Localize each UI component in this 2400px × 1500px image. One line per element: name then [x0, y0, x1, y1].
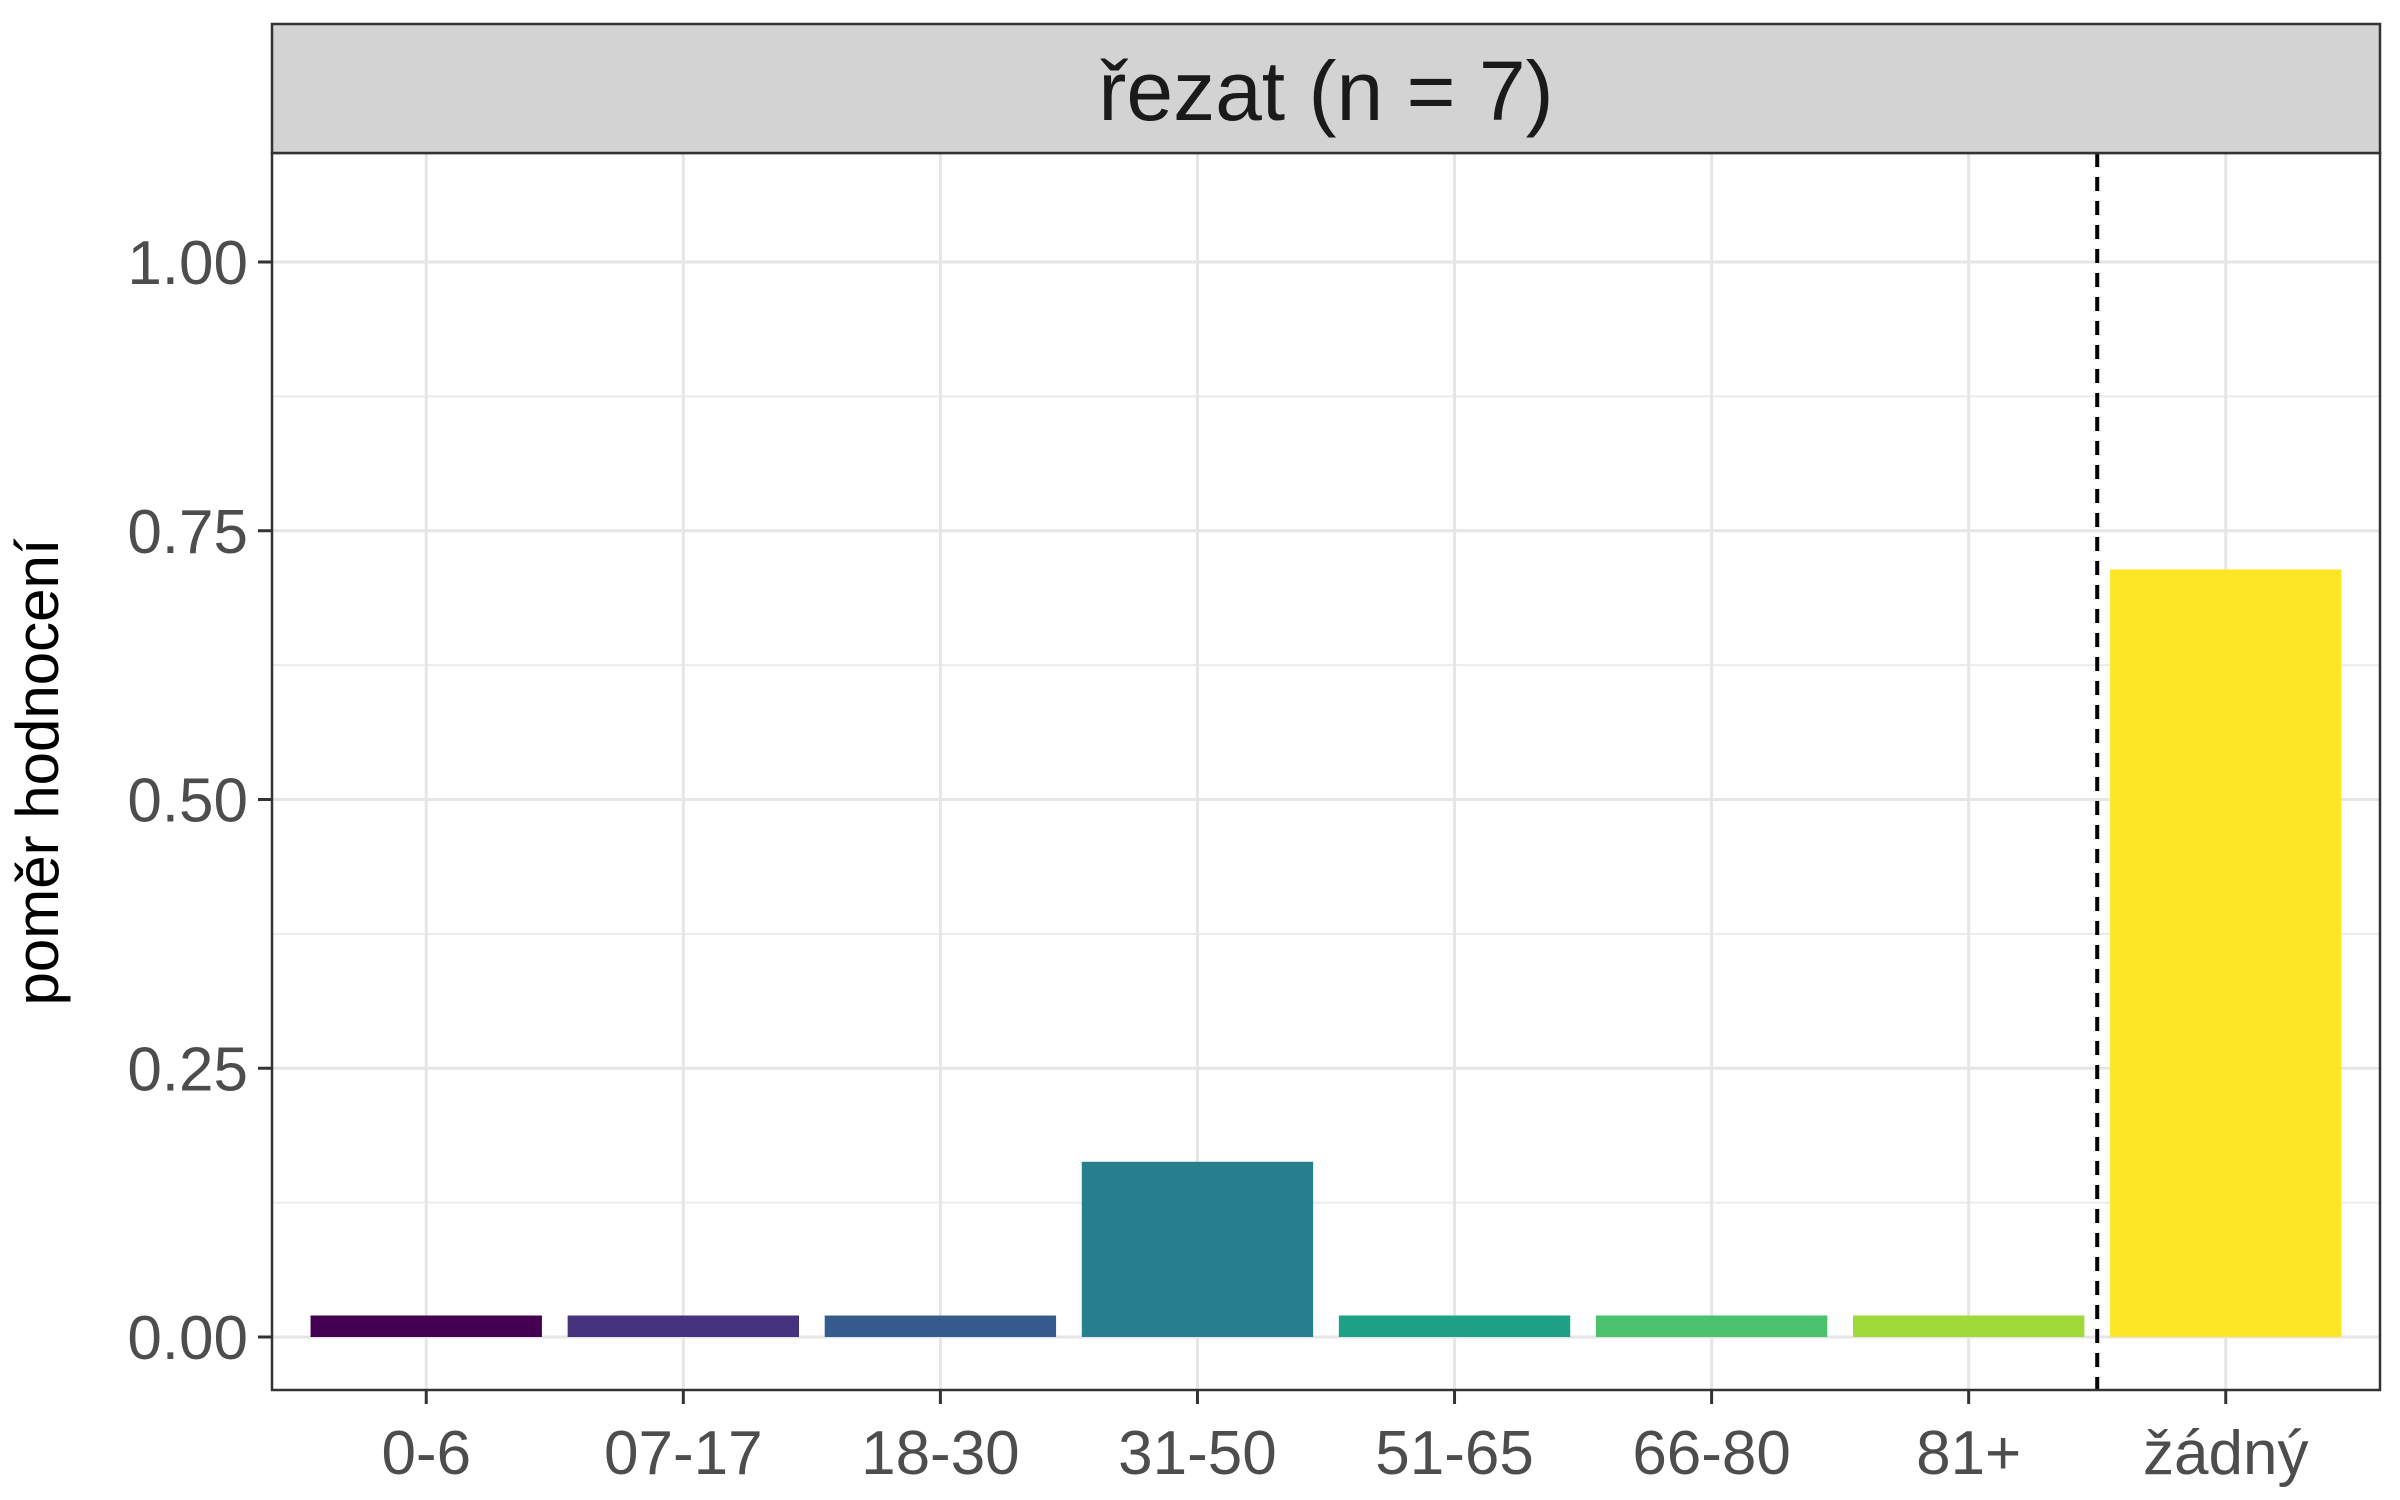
facet-title: řezat (n = 7) [1098, 44, 1553, 138]
x-axis: 0-6 07-17 18-30 31-50 51-65 66-80 81+ žádný [381, 1390, 2308, 1488]
bar-18-30 [824, 1315, 1057, 1337]
y-tick-label: 0.25 [127, 1035, 248, 1104]
x-tick-label: 0-6 [381, 1419, 471, 1488]
y-tick-label: 0.00 [127, 1304, 248, 1373]
x-tick-label: 51-65 [1375, 1419, 1534, 1488]
bar-51-65 [1338, 1315, 1571, 1337]
x-tick-label: 31-50 [1118, 1419, 1277, 1488]
plot-panel-background [272, 153, 2380, 1390]
y-axis: 0.00 0.25 0.50 0.75 1.00 [127, 229, 272, 1373]
bars [310, 569, 2342, 1337]
bar-0-6 [310, 1315, 542, 1337]
bar-žádný [2110, 569, 2342, 1337]
x-tick-label: 81+ [1916, 1419, 2021, 1488]
x-tick-label: 07-17 [604, 1419, 763, 1488]
x-tick-label: žádný [2143, 1419, 2308, 1488]
bar-66-80 [1595, 1315, 1828, 1337]
grid-minor [272, 395, 2380, 1204]
y-tick-label: 0.75 [127, 498, 248, 567]
bar-07-17 [567, 1315, 799, 1337]
y-tick-label: 1.00 [127, 229, 248, 298]
facet-strip [270, 22, 2382, 155]
x-tick-label: 66-80 [1632, 1419, 1791, 1488]
y-axis-title: poměr hodnocení [4, 538, 71, 1005]
bar-81+ [1853, 1315, 2085, 1337]
y-tick-label: 0.50 [127, 767, 248, 836]
x-tick-label: 18-30 [861, 1419, 1020, 1488]
bar-31-50 [1081, 1161, 1314, 1337]
